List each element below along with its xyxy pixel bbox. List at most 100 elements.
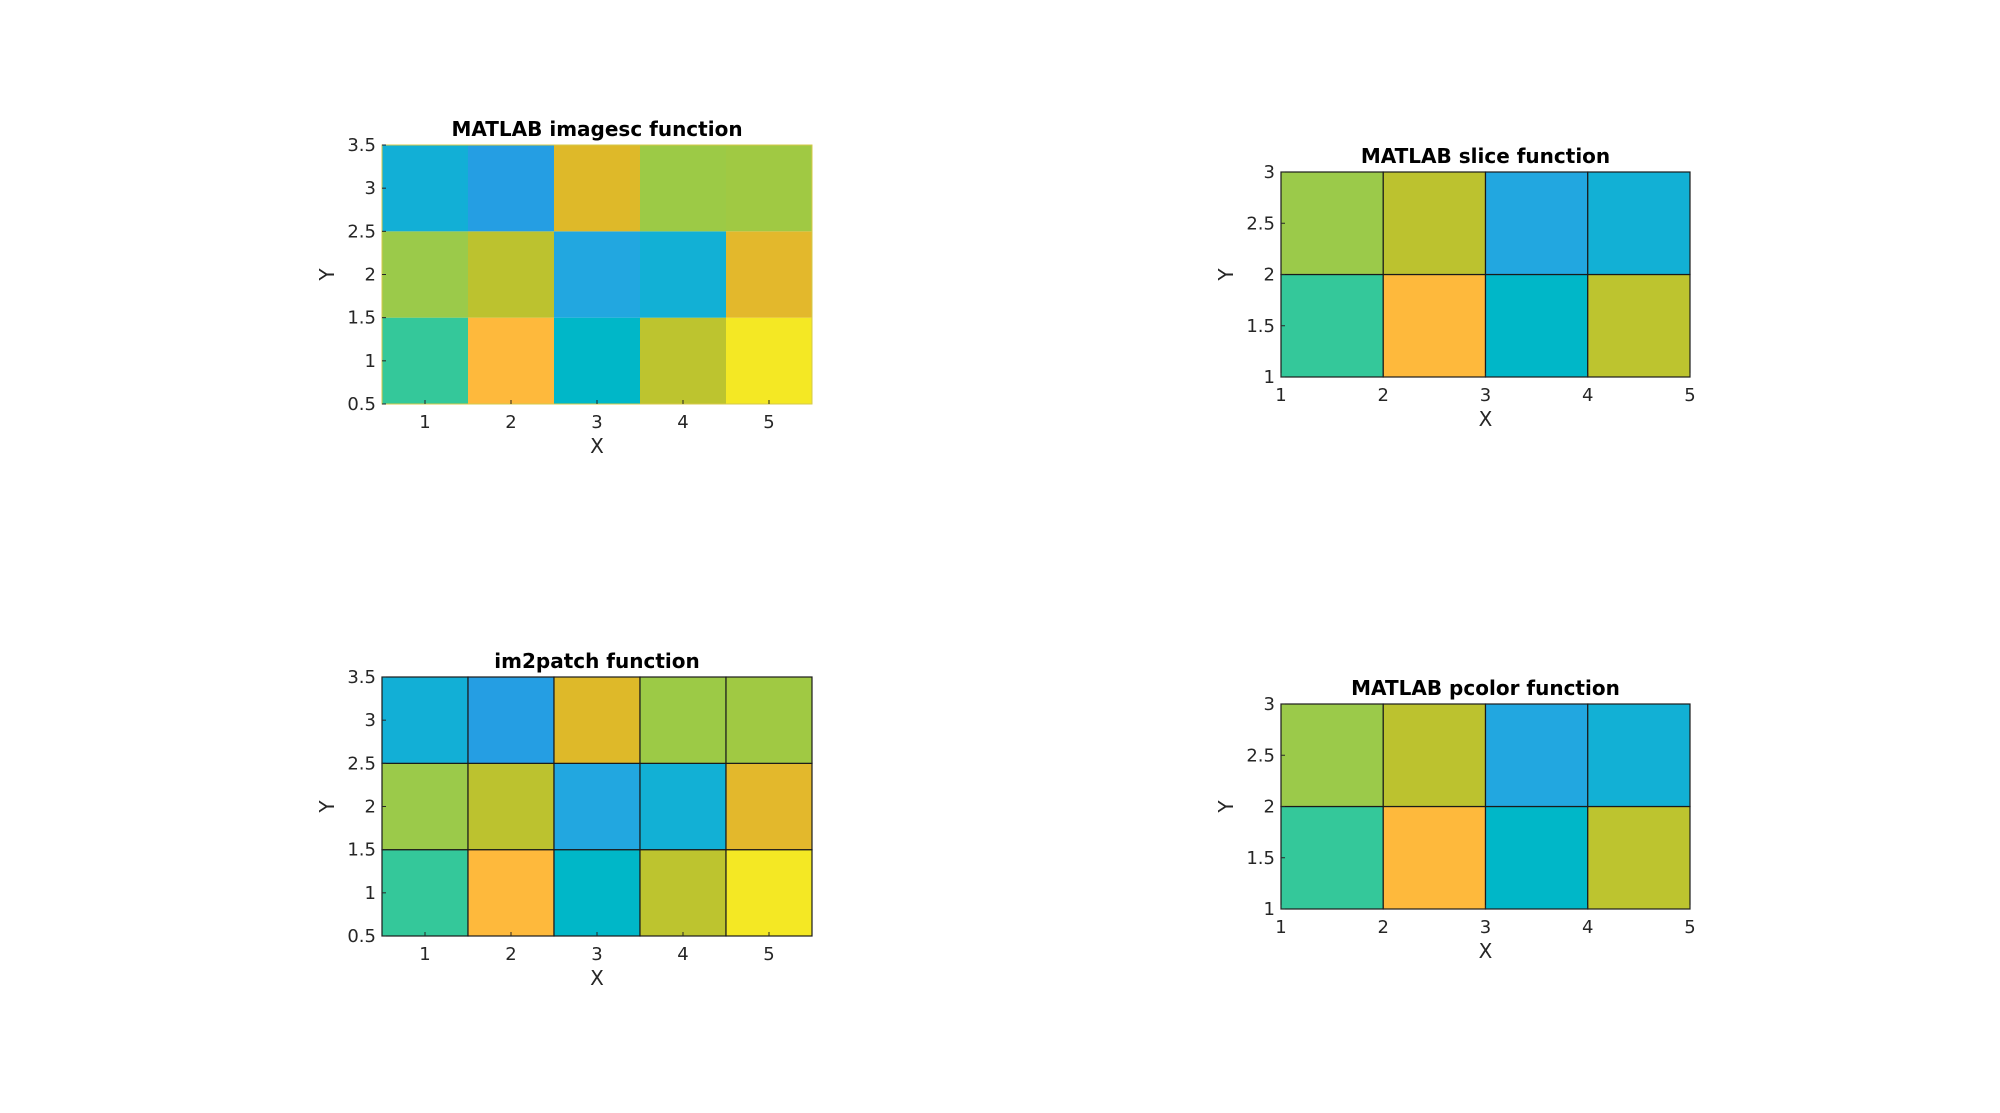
y-tick-label: 3.5	[347, 135, 376, 156]
x-tick-label: 5	[763, 944, 774, 965]
y-axis-label: Y	[315, 800, 339, 814]
y-axis-label: Y	[1214, 800, 1238, 814]
heatmap-cell	[640, 231, 726, 318]
x-tick-label: 4	[677, 944, 688, 965]
heatmap-cell	[725, 849, 813, 937]
heatmap-cell	[468, 145, 554, 232]
heatmap-cell	[1484, 805, 1589, 910]
heatmap-cell	[382, 317, 468, 404]
y-axis-label: Y	[315, 268, 339, 282]
heatmap-cell	[639, 849, 727, 937]
heatmap-cell	[382, 145, 468, 232]
chart-panel-4: 1 2 3 4 5 1 1.5 2 2.5 3 MATLAB pcolor function X Y	[1214, 676, 1696, 963]
y-tick-label: 3.5	[347, 667, 376, 688]
x-tick-label: 1	[419, 412, 430, 433]
x-axis-label: X	[1479, 407, 1493, 431]
x-tick-label: 2	[505, 944, 516, 965]
y-tick-label: 1	[1264, 367, 1275, 388]
heatmap-cell	[640, 317, 726, 404]
heatmap-cell	[1587, 805, 1691, 910]
heatmap-cell	[381, 849, 469, 937]
y-tick-label: 0.5	[347, 926, 376, 947]
heatmap-cell	[1382, 703, 1487, 808]
x-tick-label: 4	[677, 412, 688, 433]
x-tick-label: 1	[1275, 917, 1286, 938]
heatmap-cell	[553, 762, 641, 851]
x-tick-label: 5	[1684, 917, 1695, 938]
x-tick-label: 2	[505, 412, 516, 433]
heatmap-cell	[1382, 805, 1487, 910]
x-tick-label: 3	[1480, 385, 1491, 406]
y-tick-label: 1.5	[1246, 848, 1275, 869]
heatmap-cell	[381, 762, 469, 851]
heatmap-cell	[467, 676, 555, 764]
x-tick-label: 3	[591, 412, 602, 433]
y-tick-label: 2.5	[347, 753, 376, 774]
heatmap-cell	[1587, 171, 1691, 276]
chart-panel-2: 1 2 3 4 5 1 1.5 2 2.5 3 MATLAB slice function X Y	[1214, 144, 1696, 431]
y-tick-label: 2	[1264, 797, 1275, 818]
y-tick-label: 2.5	[1246, 213, 1275, 234]
heatmap-cell	[1280, 703, 1384, 808]
y-tick-label: 2	[365, 797, 376, 818]
heatmap-cell	[467, 762, 555, 851]
y-tick-label: 2.5	[1246, 745, 1275, 766]
y-tick-label: 1	[365, 351, 376, 372]
chart-title: im2patch function	[494, 649, 699, 673]
chart-panel-1: 1 2 3 4 5 0.5 1 1.5 2 2.5 3 3.5 MATLAB imagesc funct…	[315, 117, 813, 458]
heatmap-cell	[639, 762, 727, 851]
y-tick-label: 3	[1264, 694, 1275, 715]
heatmap-cell	[640, 145, 726, 232]
y-axis-label: Y	[1214, 268, 1238, 282]
y-tick-label: 2	[1264, 265, 1275, 286]
x-tick-label: 4	[1582, 385, 1593, 406]
heatmap-cell	[1587, 273, 1691, 378]
heatmap-cell	[1587, 703, 1691, 808]
x-tick-label: 1	[1275, 385, 1286, 406]
y-tick-label: 1.5	[347, 840, 376, 861]
heatmap-cell	[468, 317, 554, 404]
y-tick-label: 2	[365, 265, 376, 286]
heatmap-cell	[1280, 805, 1384, 910]
chart-title: MATLAB imagesc function	[451, 117, 742, 141]
y-tick-label: 1	[365, 883, 376, 904]
heatmap-cell	[553, 849, 641, 937]
x-tick-label: 3	[1480, 917, 1491, 938]
y-tick-label: 2.5	[347, 221, 376, 242]
y-tick-label: 1.5	[347, 308, 376, 329]
heatmap-cell	[1484, 273, 1589, 378]
heatmap-cell	[1280, 171, 1384, 276]
heatmap-cell	[554, 317, 640, 404]
heatmap-cell	[467, 849, 555, 937]
heatmap-cell	[553, 676, 641, 764]
chart-title: MATLAB slice function	[1361, 144, 1610, 168]
heatmap-cell	[381, 676, 469, 764]
y-tick-label: 0.5	[347, 394, 376, 415]
y-tick-label: 3	[365, 710, 376, 731]
heatmap-cell	[726, 231, 812, 318]
x-tick-label: 2	[1378, 385, 1389, 406]
chart-title: MATLAB pcolor function	[1351, 676, 1620, 700]
heatmap-cell	[554, 145, 640, 232]
y-tick-label: 3	[365, 178, 376, 199]
x-tick-label: 5	[1684, 385, 1695, 406]
x-tick-label: 3	[591, 944, 602, 965]
heatmap-cell	[1382, 171, 1487, 276]
heatmap-cell	[382, 231, 468, 318]
y-tick-label: 1	[1264, 899, 1275, 920]
heatmap-cell	[725, 762, 813, 851]
x-axis-label: X	[590, 966, 604, 990]
y-tick-label: 3	[1264, 162, 1275, 183]
heatmap-cell	[468, 231, 554, 318]
heatmap-cell	[726, 317, 812, 404]
heatmap-cell	[554, 231, 640, 318]
x-axis-label: X	[1479, 939, 1493, 963]
heatmap-cell	[726, 145, 812, 232]
x-tick-label: 4	[1582, 917, 1593, 938]
y-tick-label: 1.5	[1246, 316, 1275, 337]
heatmap-cell	[1484, 703, 1589, 808]
x-axis-label: X	[590, 434, 604, 458]
chart-panel-3: 1 2 3 4 5 0.5 1 1.5 2 2.5 3 3.5 im2patch function X Y	[315, 649, 813, 990]
heatmap-cell	[1280, 273, 1384, 378]
